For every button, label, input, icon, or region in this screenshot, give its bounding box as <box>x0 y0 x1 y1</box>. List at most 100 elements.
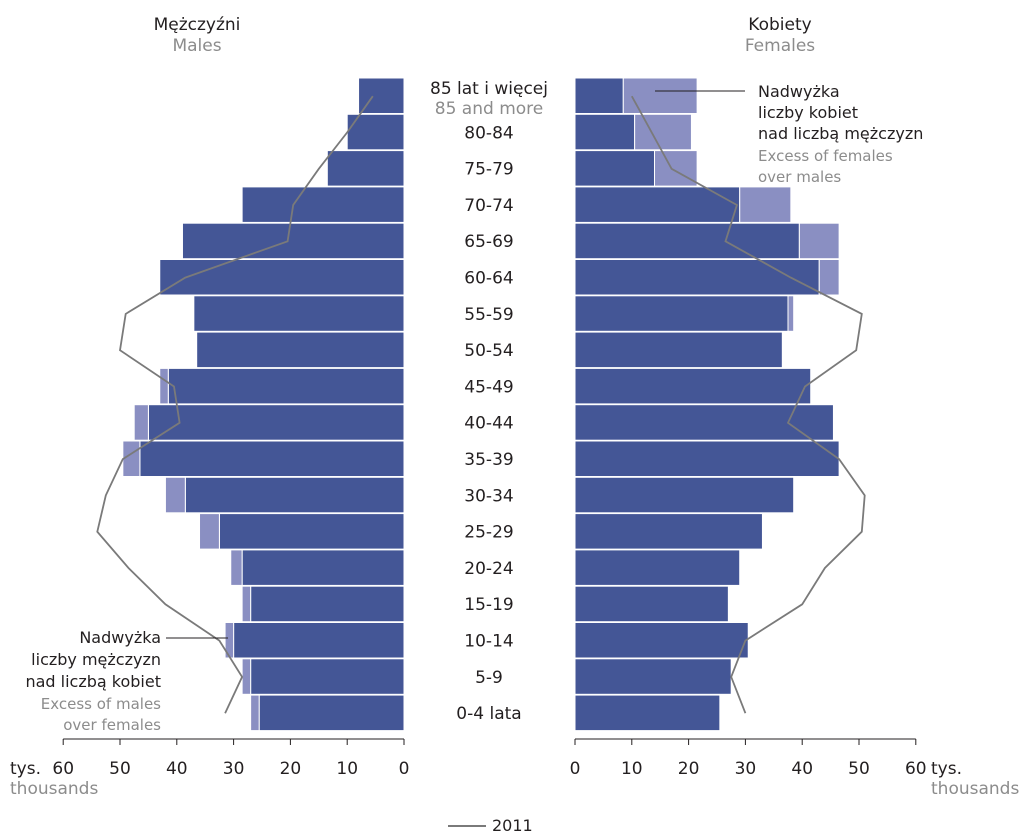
female-excess-bar <box>654 150 698 187</box>
female-bar <box>574 622 749 659</box>
female-bar <box>574 77 624 114</box>
left-unit-sublabel: thousands <box>10 779 98 799</box>
female-annotation-pl-2: liczby kobiet <box>758 103 858 122</box>
age-group-label: 10-14 <box>464 632 513 652</box>
male-excess-bar <box>159 367 169 405</box>
legend: 2011 <box>448 816 533 832</box>
female-bar <box>574 404 834 441</box>
female-bar <box>574 295 789 332</box>
age-group-label: 50-54 <box>464 341 513 361</box>
male-bar <box>358 77 405 114</box>
male-excess-bar <box>133 404 149 441</box>
female-2011-line <box>631 95 866 714</box>
male-bar <box>326 150 405 187</box>
left-tick-label: 40 <box>166 759 188 779</box>
female-bar <box>574 259 820 296</box>
female-bar <box>574 694 721 732</box>
male-annotation-pl-3: nad liczbą kobiet <box>25 672 161 691</box>
male-excess-bar <box>199 513 220 550</box>
male-2011-line <box>96 95 374 714</box>
male-excess-bar <box>122 440 141 477</box>
male-annotation-en-1: Excess of males <box>41 695 161 713</box>
male-bar <box>258 694 405 732</box>
age-group-label: 65-69 <box>464 232 513 252</box>
header-males: Mężczyźni Males <box>154 15 241 56</box>
female-annotation-pl-1: Nadwyżka <box>758 82 840 101</box>
right-unit-sublabel: thousands <box>931 779 1019 799</box>
male-bar <box>159 259 405 296</box>
male-bar <box>147 404 405 441</box>
left-unit-label: tys. <box>10 759 41 779</box>
left-subtitle: Males <box>172 36 221 56</box>
female-bar <box>574 658 732 695</box>
male-bar <box>193 295 405 332</box>
female-bar <box>574 113 636 151</box>
legend-line-label: 2011 <box>492 816 533 832</box>
right-title: Kobiety <box>748 15 811 35</box>
age-group-label: 75-79 <box>464 160 513 180</box>
male-bar <box>196 331 405 369</box>
female-bar <box>574 513 763 550</box>
age-group-label: 20-24 <box>464 559 513 579</box>
female-bar <box>574 476 795 514</box>
female-excess-bar <box>739 186 792 223</box>
female-annotation-pl-3: nad liczbą mężczyzn <box>758 124 923 143</box>
right-tick-label: 60 <box>905 759 927 779</box>
female-bar <box>574 367 812 405</box>
left-title: Mężczyźni <box>154 15 241 35</box>
age-group-label: 85 lat i więcej <box>430 79 548 99</box>
male-bar <box>181 222 405 260</box>
male-bar <box>250 585 405 623</box>
male-annotation-pl-2: liczby mężczyzn <box>31 650 161 669</box>
axes: 60 50 40 30 20 10 0 0 10 20 30 40 50 60 <box>52 738 927 779</box>
male-annotation-en-2: over females <box>63 716 161 734</box>
female-excess-annotation: Nadwyżka liczby kobiet nad liczbą mężczy… <box>655 82 923 186</box>
age-group-sublabel: 85 and more <box>435 99 543 119</box>
female-bar <box>574 585 729 623</box>
right-tick-label: 20 <box>678 759 700 779</box>
female-annotation-en-2: over males <box>758 168 841 186</box>
age-group-label: 40-44 <box>464 414 513 434</box>
male-bar <box>241 549 405 586</box>
right-subtitle: Females <box>745 36 815 56</box>
age-group-label: 30-34 <box>464 486 513 506</box>
female-bar <box>574 222 800 260</box>
right-tick-label: 0 <box>570 759 581 779</box>
age-group-label: 60-64 <box>464 269 513 289</box>
female-excess-bar <box>818 259 840 296</box>
age-group-label: 45-49 <box>464 377 513 397</box>
male-bar <box>250 658 405 695</box>
left-tick-label: 10 <box>336 759 358 779</box>
male-bar <box>167 367 405 405</box>
male-excess-bar <box>250 694 260 732</box>
left-tick-label: 20 <box>280 759 302 779</box>
age-group-label: 35-39 <box>464 450 513 470</box>
female-excess-bar <box>787 295 795 332</box>
age-group-label: 0-4 lata <box>456 704 521 724</box>
female-annotation-en-1: Excess of females <box>758 147 893 165</box>
right-tick-label: 10 <box>621 759 643 779</box>
age-group-label: 70-74 <box>464 196 513 216</box>
age-group-label: 15-19 <box>464 595 513 615</box>
female-bar <box>574 549 741 586</box>
male-bar <box>241 186 405 223</box>
age-group-label: 5-9 <box>475 668 503 688</box>
left-tick-label: 60 <box>52 759 74 779</box>
axis-unit-labels: tys. thousands tys. thousands <box>10 759 1019 799</box>
male-excess-bar <box>241 585 252 623</box>
left-tick-label: 0 <box>399 759 410 779</box>
male-bar <box>184 476 405 514</box>
right-unit-label: tys. <box>931 759 962 779</box>
male-annotation-pl-1: Nadwyżka <box>79 628 161 647</box>
male-excess-bar <box>241 658 252 695</box>
male-bar <box>218 513 405 550</box>
female-excess-bar <box>634 113 692 151</box>
female-bar <box>574 150 656 187</box>
female-bar <box>574 440 840 477</box>
female-bar <box>574 331 783 369</box>
age-group-label: 55-59 <box>464 305 513 325</box>
male-excess-annotation: Nadwyżka liczby mężczyzn nad liczbą kobi… <box>25 628 228 734</box>
age-group-label: 80-84 <box>464 123 513 143</box>
